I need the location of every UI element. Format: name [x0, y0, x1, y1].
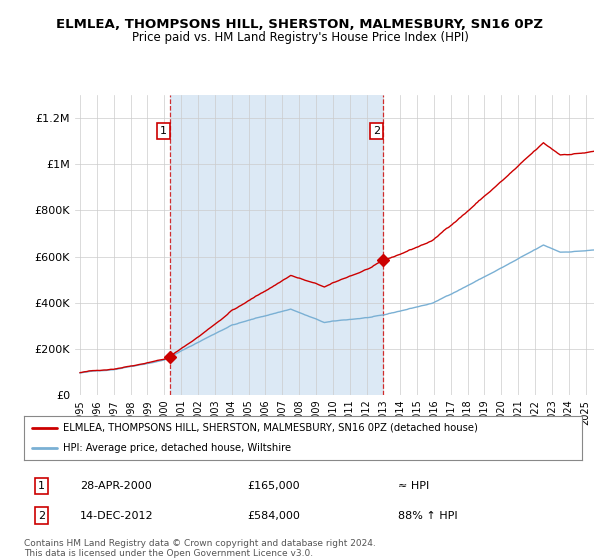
- Text: Price paid vs. HM Land Registry's House Price Index (HPI): Price paid vs. HM Land Registry's House …: [131, 31, 469, 44]
- Text: Contains HM Land Registry data © Crown copyright and database right 2024.
This d: Contains HM Land Registry data © Crown c…: [24, 539, 376, 558]
- Text: £165,000: £165,000: [247, 481, 300, 491]
- Text: 88% ↑ HPI: 88% ↑ HPI: [398, 511, 457, 521]
- Text: 1: 1: [38, 481, 45, 491]
- Text: 28-APR-2000: 28-APR-2000: [80, 481, 152, 491]
- Text: 14-DEC-2012: 14-DEC-2012: [80, 511, 154, 521]
- Text: 2: 2: [373, 126, 380, 136]
- Text: ≈ HPI: ≈ HPI: [398, 481, 429, 491]
- Text: £584,000: £584,000: [247, 511, 300, 521]
- Text: 2: 2: [38, 511, 45, 521]
- Text: HPI: Average price, detached house, Wiltshire: HPI: Average price, detached house, Wilt…: [63, 443, 291, 453]
- Bar: [170, 95, 383, 395]
- Text: ELMLEA, THOMPSONS HILL, SHERSTON, MALMESBURY, SN16 0PZ: ELMLEA, THOMPSONS HILL, SHERSTON, MALMES…: [56, 18, 544, 31]
- Text: ELMLEA, THOMPSONS HILL, SHERSTON, MALMESBURY, SN16 0PZ (detached house): ELMLEA, THOMPSONS HILL, SHERSTON, MALMES…: [63, 423, 478, 433]
- Text: 1: 1: [160, 126, 167, 136]
